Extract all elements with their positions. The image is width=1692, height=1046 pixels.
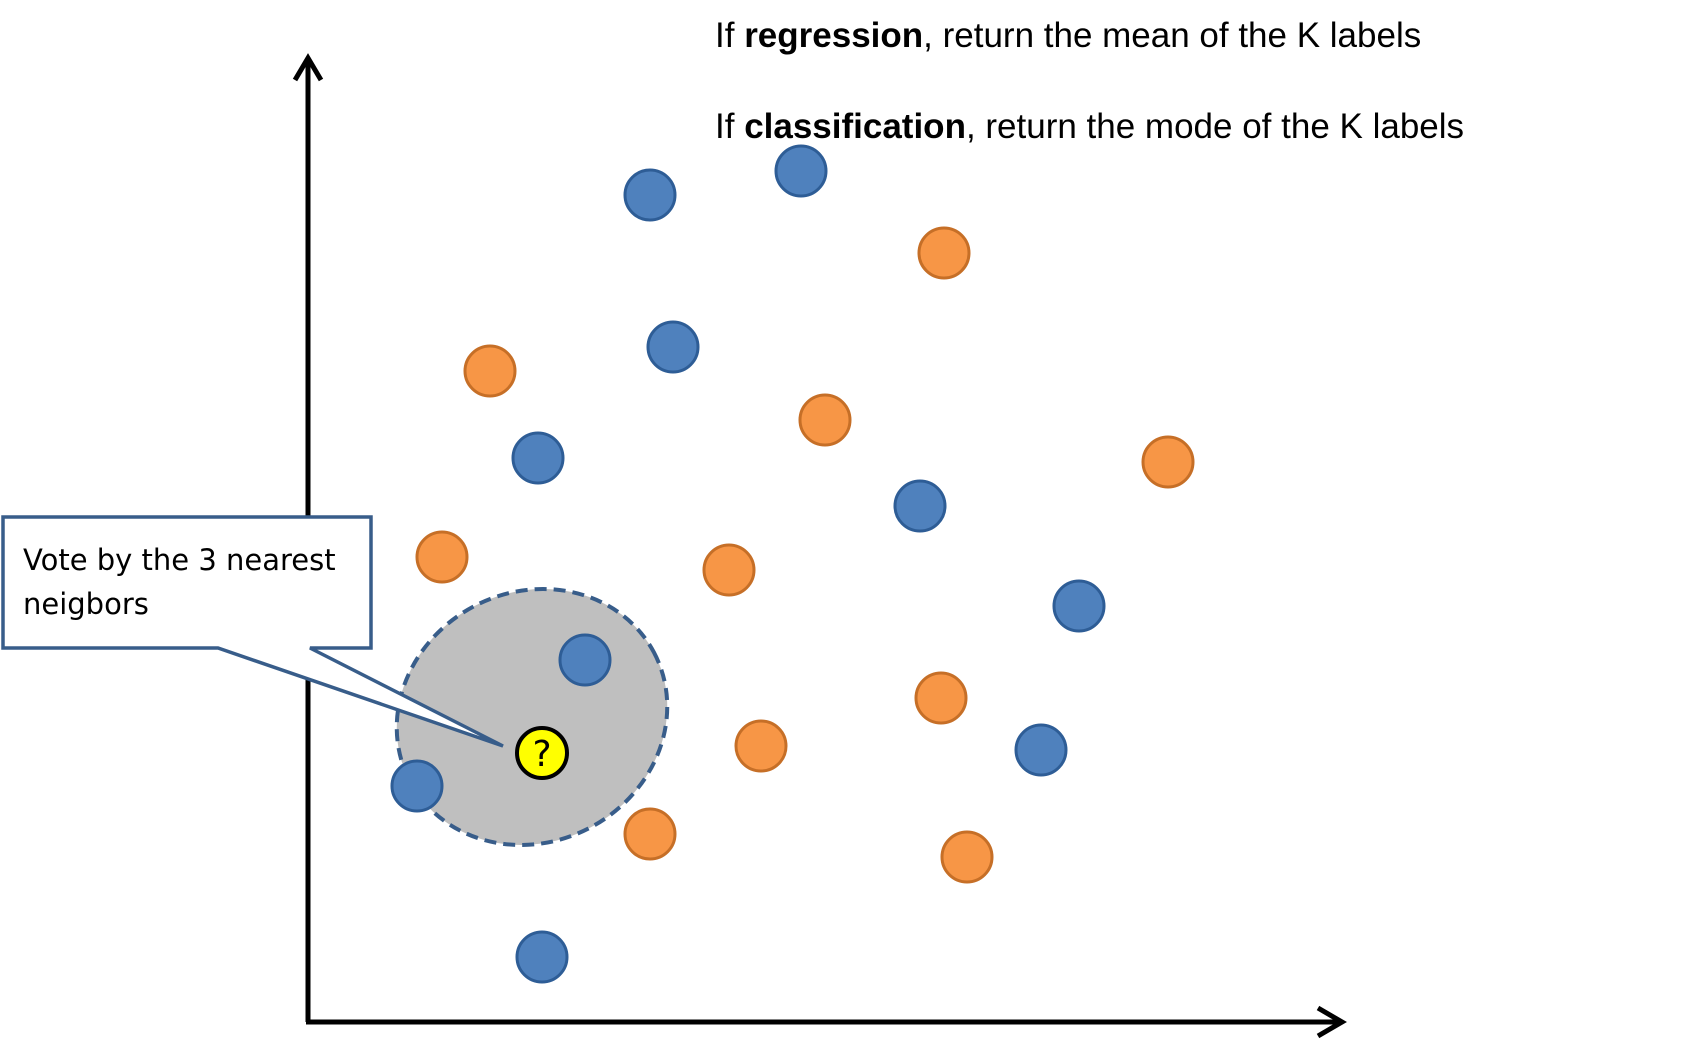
class-b-point: [916, 673, 966, 723]
class-b-point: [942, 832, 992, 882]
classification-rule: If classification, return the mode of th…: [715, 109, 1464, 144]
class-a-point: [648, 322, 698, 372]
class-a-point: [895, 481, 945, 531]
regression-rule-prefix: If: [715, 16, 744, 55]
class-a-point: [776, 146, 826, 196]
callout-text-line-1: Vote by the 3 nearest: [23, 546, 336, 575]
class-a-point: [1054, 581, 1104, 631]
class-b-point: [625, 809, 675, 859]
regression-keyword: regression: [744, 16, 923, 55]
class-a-point: [517, 932, 567, 982]
class-b-point: [800, 395, 850, 445]
class-b-point: [1143, 437, 1193, 487]
classification-rule-prefix: If: [715, 107, 744, 146]
class-a-point: [513, 433, 563, 483]
class-b-point: [704, 545, 754, 595]
class-b-point: [417, 532, 467, 582]
class-a-point: [392, 761, 442, 811]
class-a-point: [625, 170, 675, 220]
regression-rule-suffix: , return the mean of the K labels: [923, 16, 1421, 55]
class-b-point: [919, 228, 969, 278]
callout-text-line-2: neigbors: [23, 590, 149, 619]
classification-keyword: classification: [744, 107, 966, 146]
class-b-point: [736, 721, 786, 771]
query-point-label: ?: [532, 734, 551, 775]
class-a-point: [560, 635, 610, 685]
query-point: ?: [517, 728, 567, 778]
class-a-point: [1016, 725, 1066, 775]
class-b-point: [465, 346, 515, 396]
regression-rule: If regression, return the mean of the K …: [715, 18, 1421, 53]
classification-rule-suffix: , return the mode of the K labels: [966, 107, 1464, 146]
